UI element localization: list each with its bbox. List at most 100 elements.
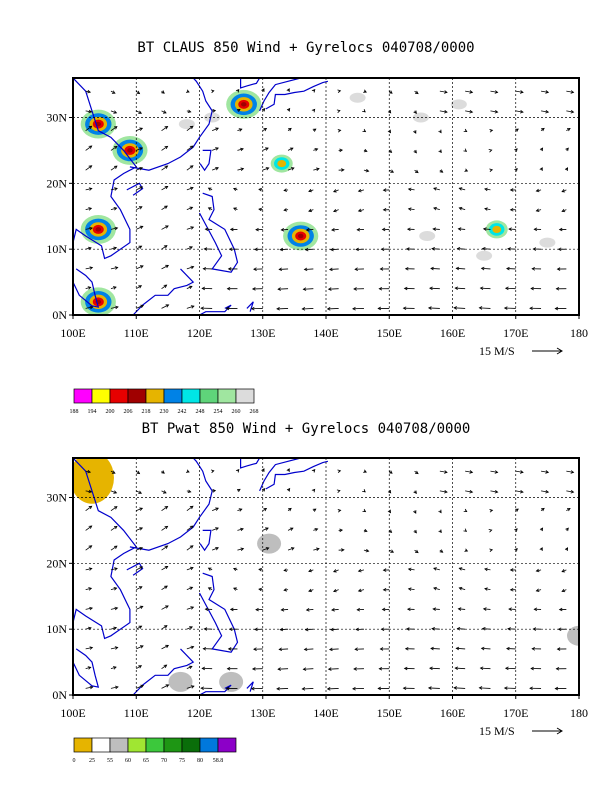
wind-vector-head: [233, 187, 237, 192]
colorbar-label: 200: [106, 409, 115, 415]
wind-vector-head: [305, 607, 310, 612]
wind-vector-head: [387, 509, 391, 514]
convection-cell: [241, 102, 247, 107]
wind-vector-head: [164, 205, 168, 209]
wind-vector-head: [215, 507, 219, 511]
wind-vector: [136, 226, 143, 230]
wind-vector-head: [494, 90, 499, 94]
wind-vector-head: [439, 549, 444, 553]
wind-vector-head: [201, 666, 206, 671]
wind-vector: [479, 687, 491, 689]
wind-vector-head: [290, 167, 295, 171]
wind-vector-head: [138, 625, 143, 629]
wind-vector-head: [114, 305, 119, 310]
coastline-segment: [73, 268, 100, 308]
x-tick-label: 120E: [187, 706, 212, 720]
wind-vector-head: [414, 90, 419, 95]
wind-vector-head: [508, 227, 512, 231]
wind-vector-head: [139, 605, 144, 610]
cloud-patch: [204, 112, 221, 123]
wind-vector-head: [235, 468, 240, 473]
pwat-patch: [219, 671, 244, 692]
x-tick-label: 100E: [60, 326, 85, 340]
pwat-patch: [257, 533, 282, 554]
wind-vector: [515, 490, 524, 493]
coastline-segment: [126, 562, 144, 576]
wind-vector-head: [438, 509, 442, 514]
cloud-patch: [419, 231, 436, 241]
wind-vector-head: [189, 125, 194, 130]
wind-vector-head: [489, 168, 494, 173]
wind-vector-head: [227, 267, 232, 271]
wind-vector-head: [365, 168, 370, 173]
wind-vector-head: [188, 285, 193, 289]
x-tick-label: 180: [570, 706, 588, 720]
wind-vector-head: [326, 307, 331, 311]
colorbar-swatch: [73, 737, 93, 753]
wind-vector-head: [413, 529, 417, 534]
wind-vector: [484, 568, 491, 571]
wind-vector-head: [463, 528, 468, 532]
claus-map-panel: 100E 110E 120E 130E 140E 150E 160E 170E 180 0N 10N…: [46, 77, 588, 415]
wind-vector: [110, 227, 118, 230]
wind-vector-head: [235, 88, 240, 93]
wind-vector: [433, 587, 440, 591]
wind-vector: [276, 688, 289, 690]
wind-vector-head: [258, 187, 263, 192]
lat-lon-grid: [73, 78, 579, 315]
wind-vector-head: [407, 187, 412, 192]
y-tick-label: 10N: [46, 622, 67, 636]
colorbar-swatch: [163, 388, 183, 404]
wind-vector: [110, 545, 118, 551]
wind-vector: [85, 568, 92, 571]
wind-vector-head: [139, 547, 144, 551]
wind-vector-head: [203, 627, 208, 631]
wind-vector: [136, 606, 143, 610]
colorbar-label: 58.8: [213, 758, 224, 764]
wind-vector: [186, 206, 193, 211]
wind-vector-head: [529, 686, 533, 691]
wind-vector-head: [328, 647, 333, 652]
wind-vector-head: [337, 89, 342, 94]
colorbar-label: 60: [125, 758, 131, 764]
wind-vector-head: [381, 607, 386, 612]
wind-vector-head: [404, 266, 409, 271]
wind-vector-head: [139, 645, 144, 649]
wind-vector-head: [113, 545, 118, 549]
wind-vector: [515, 110, 524, 113]
vector-key: 15 M/S: [479, 344, 563, 358]
wind-vector: [136, 685, 144, 689]
wind-vector: [262, 167, 269, 171]
wind-vector: [328, 288, 339, 290]
wind-vector-head: [202, 646, 207, 651]
wind-vector-head: [289, 527, 294, 531]
wind-vector-head: [354, 267, 358, 271]
coastline-segment: [199, 684, 232, 695]
wind-vector: [136, 110, 142, 114]
wind-vector: [161, 506, 168, 511]
wind-vector-head: [261, 107, 266, 112]
wind-vector-head: [541, 507, 545, 512]
wind-vector: [280, 628, 289, 631]
wind-vector-head: [185, 469, 190, 473]
wind-vector: [331, 609, 339, 611]
wind-vector-head: [314, 148, 319, 152]
wind-vector: [327, 308, 339, 310]
wind-vector-head: [454, 666, 459, 671]
wind-vector-head: [113, 525, 118, 530]
wind-vector: [161, 585, 168, 591]
wind-vector: [85, 306, 93, 309]
wind-vector-head: [378, 286, 383, 291]
wind-vector-head: [535, 208, 540, 212]
wind-vector-head: [240, 547, 245, 551]
wind-vector: [329, 268, 339, 270]
wind-vector: [306, 609, 314, 611]
x-tick-label: 170E: [503, 706, 528, 720]
wind-vector-head: [288, 127, 292, 132]
wind-vector-head: [88, 567, 93, 571]
colorbar-swatch: [91, 737, 111, 753]
wind-vector-head: [212, 489, 217, 493]
wind-vector-head: [494, 109, 499, 114]
wind-vector-head: [265, 527, 269, 531]
wind-vector-head: [414, 549, 419, 554]
